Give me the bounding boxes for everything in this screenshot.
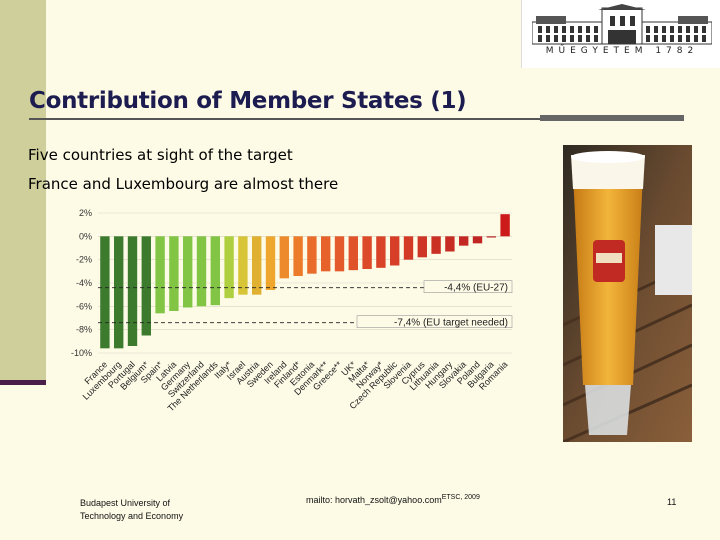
bar-22 bbox=[390, 236, 400, 266]
left-accent-rule bbox=[0, 380, 46, 385]
bar-17 bbox=[321, 236, 331, 272]
y-tick-label: 2% bbox=[79, 208, 92, 218]
reference-label-box-1 bbox=[423, 280, 513, 293]
bullet-point-1: Five countries at sight of the target bbox=[28, 146, 293, 164]
bar-4 bbox=[141, 236, 151, 336]
bar-27 bbox=[459, 236, 469, 246]
page-number: 11 bbox=[667, 497, 677, 507]
bar-9 bbox=[210, 236, 220, 306]
footer-institution-line-2: Technology and Economy bbox=[80, 511, 184, 521]
bar-19 bbox=[348, 236, 358, 271]
bar-12 bbox=[252, 236, 262, 295]
bar-6 bbox=[169, 236, 179, 311]
bar-1 bbox=[100, 236, 110, 349]
bar-8 bbox=[196, 236, 207, 307]
bar-16 bbox=[307, 236, 317, 274]
reference-label-box-2 bbox=[356, 315, 513, 328]
bar-30 bbox=[500, 214, 510, 237]
y-tick-label: -6% bbox=[76, 301, 92, 311]
bar-28 bbox=[472, 236, 483, 244]
bar-24 bbox=[417, 236, 427, 258]
building-logo-icon bbox=[532, 4, 712, 45]
bar-3 bbox=[127, 236, 138, 346]
bar-23 bbox=[403, 236, 414, 260]
bar-7 bbox=[183, 236, 193, 308]
reference-label-2: -7,4% (EU target needed) bbox=[394, 318, 508, 329]
bar-20 bbox=[362, 236, 372, 269]
bar-2 bbox=[114, 236, 124, 349]
y-tick-label: -4% bbox=[76, 278, 92, 288]
bar-29 bbox=[486, 236, 496, 238]
y-tick-label: -10% bbox=[71, 348, 92, 358]
bar-11 bbox=[238, 236, 248, 295]
footer-source: ETSC, 2009 bbox=[441, 494, 480, 501]
beer-glass-icon bbox=[563, 145, 692, 442]
y-tick-label: 0% bbox=[79, 231, 92, 241]
title-underline bbox=[29, 118, 684, 120]
left-accent-stripe bbox=[0, 0, 46, 385]
bar-13 bbox=[265, 236, 276, 290]
footer-institution-line-1: Budapest University of bbox=[80, 498, 171, 508]
footer-contact: mailto: horvath_zsolt@yahoo.comETSC, 200… bbox=[306, 494, 480, 505]
member-states-bar-chart: 2%0%-2%-4%-6%-8%-10%FranceLuxembourgPort… bbox=[71, 208, 513, 413]
footer-email-link[interactable]: mailto: horvath_zsolt@yahoo.com bbox=[306, 495, 442, 505]
bullet-point-2: France and Luxembourg are almost there bbox=[28, 175, 339, 193]
bar-21 bbox=[376, 236, 386, 268]
bar-15 bbox=[293, 236, 303, 276]
footer-institution: Budapest University of Technology and Ec… bbox=[80, 497, 183, 523]
bar-18 bbox=[334, 236, 345, 272]
reference-label-1: -4,4% (EU-27) bbox=[444, 283, 508, 294]
bar-26 bbox=[445, 236, 455, 252]
bar-25 bbox=[431, 236, 441, 254]
y-tick-label: -8% bbox=[76, 325, 92, 335]
title-underline-accent bbox=[540, 115, 684, 121]
beer-glass-photo bbox=[563, 145, 692, 442]
bar-5 bbox=[155, 236, 165, 314]
bar-14 bbox=[279, 236, 289, 279]
logo-caption: MŰEGYETEM 1782 bbox=[545, 46, 699, 56]
slide-title: Contribution of Member States (1) bbox=[29, 88, 467, 114]
y-tick-label: -2% bbox=[76, 255, 92, 265]
university-logo: MŰEGYETEM 1782 bbox=[521, 0, 720, 68]
bar-10 bbox=[224, 236, 234, 299]
